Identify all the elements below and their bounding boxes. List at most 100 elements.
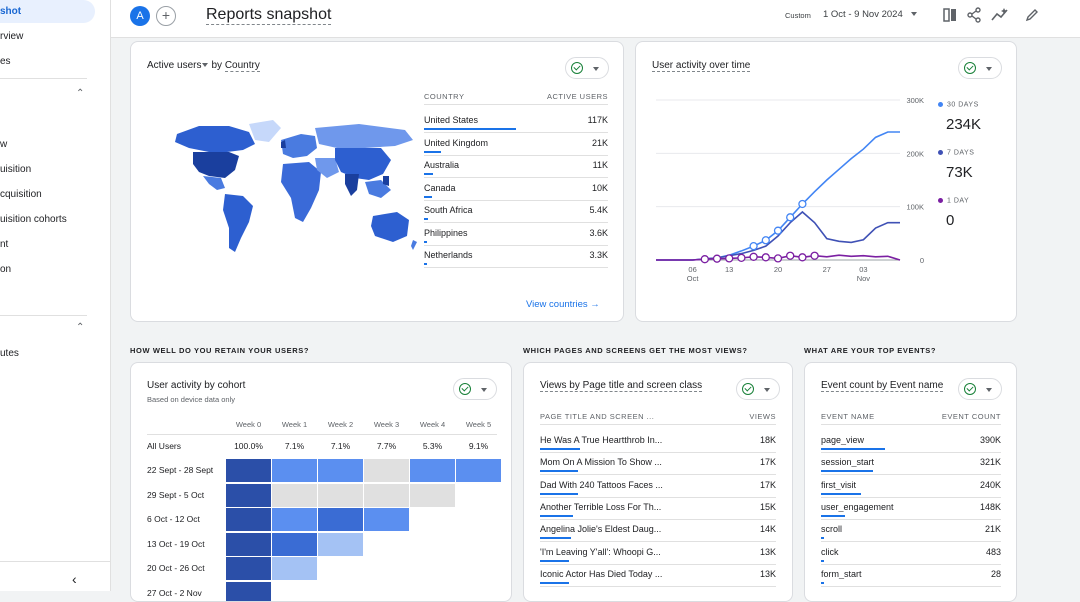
insights-icon[interactable] <box>991 7 1009 28</box>
cohort-cell[interactable] <box>456 459 501 482</box>
table-row-label[interactable]: Iconic Actor Has Died Today ... <box>540 569 662 579</box>
anomaly-point[interactable] <box>762 254 769 261</box>
sidebar-item-reports-snapshot[interactable]: shot <box>0 6 21 17</box>
card-status-chip[interactable] <box>958 57 1002 79</box>
date-range-picker[interactable]: 1 Oct - 9 Nov 2024 <box>823 9 917 20</box>
cohort-cell[interactable] <box>364 484 409 507</box>
table-row-label[interactable]: Dad With 240 Tattoos Faces ... <box>540 480 663 490</box>
table-row-label[interactable]: South Africa <box>424 205 473 215</box>
anomaly-point[interactable] <box>799 201 806 208</box>
table-row-label[interactable]: Netherlands <box>424 250 473 260</box>
collapse-sidebar-icon[interactable]: ‹ <box>72 571 77 587</box>
sidebar-item-acquisition-cohorts[interactable]: uisition cohorts <box>0 214 67 225</box>
table-row-label[interactable]: scroll <box>821 524 842 534</box>
table-row-label[interactable]: session_start <box>821 457 874 467</box>
sidebar-item-user-attributes[interactable]: utes <box>0 348 19 359</box>
table-row-label[interactable]: page_view <box>821 435 864 445</box>
check-circle-icon <box>964 62 976 74</box>
table-row-label[interactable]: United Kingdom <box>424 138 488 148</box>
sidebar-item-engagement[interactable]: nt <box>0 239 8 250</box>
table-row-bar <box>540 560 569 562</box>
map-greenland <box>249 120 281 142</box>
table-row-value: 5.4K <box>548 205 608 215</box>
anomaly-point[interactable] <box>750 253 757 260</box>
cohort-cell[interactable] <box>226 557 271 580</box>
share-icon[interactable] <box>966 7 982 28</box>
cohort-cell[interactable] <box>364 508 409 531</box>
sidebar-item-realtime-overview[interactable]: rview <box>0 31 23 42</box>
cohort-cell[interactable] <box>272 459 317 482</box>
chevron-up-icon[interactable]: ⌃ <box>76 88 84 99</box>
cohort-cell[interactable] <box>318 508 363 531</box>
anomaly-point[interactable] <box>701 256 708 263</box>
view-countries-link[interactable]: View countries → <box>526 299 600 310</box>
cohort-cell[interactable] <box>226 582 271 602</box>
card-status-chip[interactable] <box>958 378 1002 400</box>
table-row-value: 18K <box>716 435 776 445</box>
cohort-cell[interactable] <box>272 508 317 531</box>
cohort-cell[interactable] <box>410 484 455 507</box>
anomaly-point[interactable] <box>787 214 794 221</box>
table-row-label[interactable]: form_start <box>821 569 862 579</box>
chevron-up-icon[interactable]: ⌃ <box>76 322 84 333</box>
anomaly-point[interactable] <box>738 254 745 261</box>
table-row-label[interactable]: click <box>821 547 839 557</box>
anomaly-point[interactable] <box>750 243 757 250</box>
compare-icon[interactable] <box>942 7 958 28</box>
metric-selector[interactable]: Active users <box>147 60 211 71</box>
cohort-cell[interactable] <box>272 557 317 580</box>
cohort-cell[interactable] <box>410 459 455 482</box>
anomaly-point[interactable] <box>726 255 733 262</box>
chevron-down-icon <box>764 388 770 392</box>
table-row-label[interactable]: first_visit <box>821 480 856 490</box>
anomaly-point[interactable] <box>811 252 818 259</box>
cohort-cell[interactable] <box>226 533 271 556</box>
table-row-label[interactable]: United States <box>424 115 478 125</box>
cohort-cell[interactable] <box>272 484 317 507</box>
cohort-cell[interactable] <box>226 484 271 507</box>
table-row-label[interactable]: Mom On A Mission To Show ... <box>540 457 662 467</box>
cohort-cell[interactable] <box>226 508 271 531</box>
cohort-cell[interactable] <box>318 459 363 482</box>
edit-pencil-icon[interactable] <box>1024 7 1040 28</box>
card-status-chip[interactable] <box>453 378 497 400</box>
table-row-value: 28 <box>941 569 1001 579</box>
table-row-bar <box>821 493 861 495</box>
map-europe <box>281 134 317 158</box>
anomaly-point[interactable] <box>714 255 721 262</box>
table-row-bar <box>540 470 578 472</box>
cohort-cell[interactable] <box>318 533 363 556</box>
table-row-label[interactable]: user_engagement <box>821 502 894 512</box>
cohort-cell[interactable] <box>272 533 317 556</box>
table-row-label[interactable]: Angelina Jolie's Eldest Daug... <box>540 524 661 534</box>
anomaly-point[interactable] <box>775 255 782 262</box>
table-row-bar <box>424 151 441 153</box>
anomaly-point[interactable] <box>799 254 806 261</box>
y-tick-label: 100K <box>906 203 924 212</box>
avatar[interactable]: A <box>130 6 150 26</box>
cohort-cell[interactable] <box>226 459 271 482</box>
cohort-cell[interactable] <box>364 459 409 482</box>
add-comparison-icon[interactable]: + <box>156 6 176 26</box>
sidebar-item-realtime-pages[interactable]: es <box>0 56 11 67</box>
sidebar-item-traffic-acquisition[interactable]: cquisition <box>0 189 42 200</box>
anomaly-point[interactable] <box>762 237 769 244</box>
anomaly-point[interactable] <box>775 227 782 234</box>
anomaly-point[interactable] <box>787 252 794 259</box>
table-row-label[interactable]: Another Terrible Loss For Th... <box>540 502 661 512</box>
table-row-label[interactable]: Canada <box>424 183 456 193</box>
table-row-label[interactable]: Philippines <box>424 228 468 238</box>
table-row-label[interactable]: He Was A True Heartthrob In... <box>540 435 662 445</box>
table-row-label[interactable]: 'I'm Leaving Y'all': Whoopi G... <box>540 547 661 557</box>
sidebar-item-monetization[interactable]: on <box>0 264 11 275</box>
table-row-value: 14K <box>716 524 776 534</box>
sidebar-item-user-acquisition[interactable]: uisition <box>0 164 31 175</box>
cohort-cell[interactable] <box>318 484 363 507</box>
card-status-chip[interactable] <box>565 57 609 79</box>
card-status-chip[interactable] <box>736 378 780 400</box>
table-row-divider <box>540 474 776 475</box>
sidebar-item-overview[interactable]: w <box>0 139 7 150</box>
table-row-label[interactable]: Australia <box>424 160 459 170</box>
dimension-selector[interactable]: Country <box>225 60 260 72</box>
